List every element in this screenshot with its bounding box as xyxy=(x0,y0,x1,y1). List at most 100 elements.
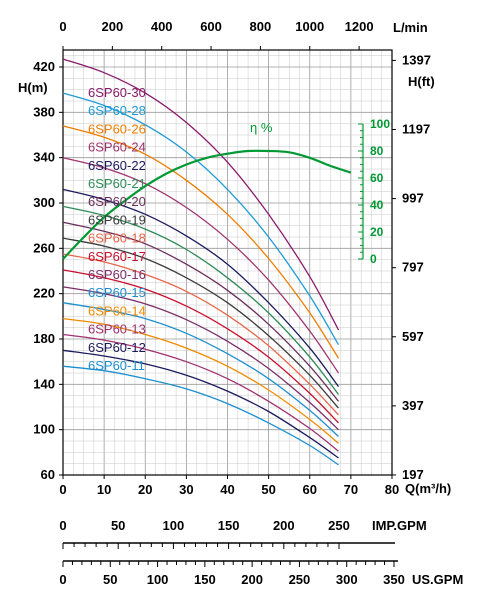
us-gpm-tick-label: 0 xyxy=(59,572,66,587)
x-tick-label: 70 xyxy=(344,482,358,497)
top-axis-unit: L/min xyxy=(393,20,428,35)
curve-6sp60-24 xyxy=(62,157,340,374)
us-gpm-tick-label: 150 xyxy=(194,572,216,587)
curve-6sp60-12 xyxy=(62,349,339,459)
x-tick-label: 10 xyxy=(97,482,111,497)
top-tick-label: 600 xyxy=(200,19,222,34)
us-gpm-scale: 0 50 100 150 200 250 300 350 xyxy=(59,560,405,587)
curve-labels: 6SP60-30 6SP60-28 6SP60-26 6SP60-24 6SP60-22… xyxy=(88,85,146,373)
curve-label-6sp60-12: 6SP60-12 xyxy=(88,340,146,355)
y-tick-label: 140 xyxy=(33,376,55,391)
curve-label-6sp60-22: 6SP60-22 xyxy=(88,158,146,173)
top-tick-label: 0 xyxy=(59,19,66,34)
curve-label-6sp60-24: 6SP60-24 xyxy=(88,140,146,155)
y-tick-label: 380 xyxy=(33,104,55,119)
curve-label-6sp60-26: 6SP60-26 xyxy=(88,121,146,136)
x-tick-label: 50 xyxy=(261,482,275,497)
y-tick-label: 100 xyxy=(33,422,55,437)
x-tick-label: 80 xyxy=(385,482,399,497)
us-gpm-tick-label: 100 xyxy=(147,572,169,587)
curve-6sp60-14 xyxy=(62,317,339,444)
top-tick-label: 800 xyxy=(250,19,272,34)
curve-6sp60-13 xyxy=(62,333,339,452)
curve-6sp60-22 xyxy=(62,188,340,387)
y-tick-label: 180 xyxy=(33,331,55,346)
right-tick-label: 1397 xyxy=(402,52,431,67)
curve-label-6sp60-28: 6SP60-28 xyxy=(88,103,146,118)
y-tick-label: 260 xyxy=(33,240,55,255)
efficiency-tick-label: 0 xyxy=(370,252,377,266)
us-gpm-tick-label: 350 xyxy=(383,572,405,587)
right-tick-label: 397 xyxy=(402,398,424,413)
imp-gpm-tick-label: 0 xyxy=(59,518,66,533)
efficiency-tick-label: 60 xyxy=(370,171,384,185)
curve-label-6sp60-21: 6SP60-21 xyxy=(88,176,146,191)
imp-gpm-tick-label: 250 xyxy=(328,518,350,533)
efficiency-tick-label: 40 xyxy=(370,198,384,212)
us-gpm-tick-label: 250 xyxy=(289,572,311,587)
us-gpm-tick-label: 50 xyxy=(103,572,117,587)
right-tick-label: 997 xyxy=(402,191,424,206)
efficiency-tick-label: 80 xyxy=(370,144,384,158)
curve-label-6sp60-11: 6SP60-11 xyxy=(88,358,145,373)
us-gpm-tick-label: 200 xyxy=(241,572,263,587)
imp-gpm-scale: 0 50 100 150 200 250 xyxy=(59,518,395,549)
y-axis-unit: H(m) xyxy=(18,80,48,95)
right-tick-label: 197 xyxy=(402,467,424,482)
y-tick-label: 220 xyxy=(33,286,55,301)
curve-6sp60-16 xyxy=(62,286,339,431)
curve-6sp60-28 xyxy=(62,92,340,346)
us-gpm-unit: US.GPM xyxy=(412,572,463,587)
curve-label-6sp60-13: 6SP60-13 xyxy=(88,322,146,337)
curve-6sp60-11 xyxy=(62,365,339,466)
efficiency-tick-label: 100 xyxy=(370,117,390,131)
axis-ticks: 0 10 20 30 40 50 60 70 80 60 100 140 180 220 260 300 340… xyxy=(33,19,431,497)
curve-6sp60-26 xyxy=(62,125,340,359)
efficiency-tick-label: 20 xyxy=(370,225,384,239)
top-tick-label: 400 xyxy=(151,19,173,34)
efficiency-label: η % xyxy=(250,120,273,135)
y-tick-label: 420 xyxy=(33,59,55,74)
curve-label-6sp60-17: 6SP60-17 xyxy=(88,249,146,264)
x-axis-unit: Q(m³/h) xyxy=(405,481,451,496)
top-tick-label: 200 xyxy=(101,19,123,34)
curve-6sp60-30 xyxy=(62,58,340,331)
curve-6sp60-20 xyxy=(62,221,340,402)
x-tick-label: 20 xyxy=(138,482,152,497)
x-tick-label: 0 xyxy=(59,482,66,497)
right-tick-label: 797 xyxy=(402,260,424,275)
imp-gpm-tick-label: 150 xyxy=(218,518,240,533)
curve-label-6sp60-30: 6SP60-30 xyxy=(88,85,146,100)
x-tick-label: 60 xyxy=(303,482,317,497)
curve-6sp60-15 xyxy=(62,302,339,437)
right-axis-unit: H(ft) xyxy=(408,74,435,89)
x-tick-label: 40 xyxy=(220,482,234,497)
y-tick-label: 60 xyxy=(41,467,55,482)
us-gpm-tick-label: 300 xyxy=(336,572,358,587)
curve-label-6sp60-19: 6SP60-19 xyxy=(88,212,146,227)
top-tick-label: 1200 xyxy=(345,19,374,34)
imp-gpm-tick-label: 200 xyxy=(273,518,295,533)
curve-label-6sp60-20: 6SP60-20 xyxy=(88,194,146,209)
top-tick-label: 1000 xyxy=(295,19,324,34)
efficiency-line xyxy=(62,149,352,260)
curve-6sp60-19 xyxy=(62,237,339,409)
imp-gpm-unit: IMP.GPM xyxy=(372,518,427,533)
y-tick-label: 300 xyxy=(33,195,55,210)
curve-6sp60-17 xyxy=(62,269,339,424)
y-tick-label: 340 xyxy=(33,150,55,165)
curve-label-6sp60-18: 6SP60-18 xyxy=(88,231,146,246)
efficiency-curve: 0 20 40 60 80 100 xyxy=(62,117,390,266)
curve-6sp60-18 xyxy=(62,253,339,416)
curve-label-6sp60-14: 6SP60-14 xyxy=(88,303,146,318)
curve-6sp60-21 xyxy=(62,205,340,395)
curve-label-6sp60-15: 6SP60-15 xyxy=(88,285,146,300)
x-tick-label: 30 xyxy=(179,482,193,497)
imp-gpm-tick-label: 50 xyxy=(111,518,125,533)
imp-gpm-tick-label: 100 xyxy=(163,518,185,533)
right-tick-label: 1197 xyxy=(402,122,430,137)
curve-label-6sp60-16: 6SP60-16 xyxy=(88,267,146,282)
pump-curves xyxy=(62,58,340,466)
right-tick-label: 597 xyxy=(402,329,424,344)
